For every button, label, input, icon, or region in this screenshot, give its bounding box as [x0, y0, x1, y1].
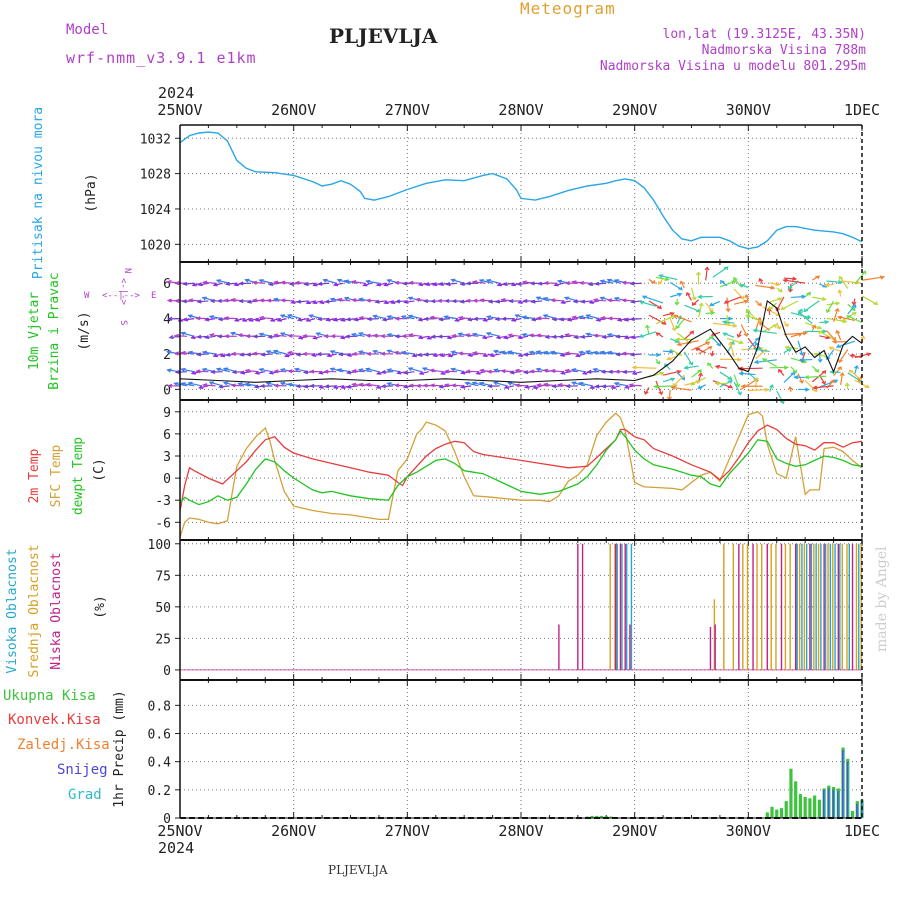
compass-e: E [151, 291, 156, 301]
axis-title: Niska Oblacnost [49, 552, 64, 669]
x-tick-label-top: 26NOV [271, 101, 316, 119]
axis-title: Pritisak na nivou mora [31, 107, 46, 279]
total-precip-bar [780, 808, 783, 818]
footer-station: PLJEVLJA [328, 863, 388, 877]
total-precip-bar [770, 807, 773, 818]
year-top: 2024 [158, 84, 194, 102]
axis-title: 1hr Precip (mm) [112, 690, 127, 807]
total-precip-bar [799, 794, 802, 818]
y-tick-label: -6 [155, 516, 171, 531]
total-precip-bar [775, 810, 778, 818]
wind-arrow [739, 368, 763, 369]
precip-legend-label: Konvek.Kisa [8, 712, 101, 728]
axis-title: (hPa) [84, 173, 99, 212]
axis-title: dewpt Temp [71, 437, 86, 515]
y-tick-label: 3 [163, 450, 171, 465]
grad-bar [824, 790, 825, 818]
y-tick-label: 1028 [140, 168, 171, 183]
total-precip-bar [785, 801, 788, 818]
y-tick-label: 0 [163, 664, 171, 679]
axis-title: SFC Temp [49, 445, 64, 508]
elevation-label: Nadmorska Visina 788m [702, 43, 867, 58]
total-precip-bar [804, 797, 807, 818]
y-tick-label: 2 [163, 348, 171, 363]
year-bottom: 2024 [158, 839, 194, 857]
grad-bar [829, 789, 830, 818]
x-tick-label-bottom: 26NOV [271, 822, 316, 840]
y-tick-label: 0.8 [148, 699, 171, 714]
y-tick-label: 6 [163, 428, 171, 443]
model-elevation-label: Nadmorska Visina u modelu 801.295m [600, 59, 866, 74]
total-precip-bar [808, 798, 811, 818]
model-label: Model [66, 22, 108, 38]
x-tick-label-top: 25NOV [157, 101, 202, 119]
grad-bar [843, 752, 844, 818]
y-tick-label: 100 [148, 538, 171, 553]
y-tick-label: 4 [163, 313, 171, 328]
total-precip-bar [789, 769, 792, 818]
compass-w: W [84, 291, 90, 301]
grad-bar [848, 763, 849, 818]
y-tick-label: 1032 [140, 132, 171, 147]
x-tick-label-top: 29NOV [612, 101, 657, 119]
product-title: Meteogram [520, 0, 616, 18]
y-tick-label: 6 [163, 277, 171, 292]
precip-legend-label: Zaledj.Kisa [17, 737, 110, 753]
y-tick-label: 1024 [140, 203, 171, 218]
y-tick-label: 75 [155, 569, 171, 584]
grad-bar [839, 792, 840, 818]
x-tick-label-bottom: 25NOV [157, 822, 202, 840]
y-tick-label: -3 [155, 494, 171, 509]
y-tick-label: 25 [155, 632, 171, 647]
precip-legend-label: Grad [68, 787, 102, 803]
axis-title: 2m Temp [27, 448, 42, 503]
total-precip-bar [813, 795, 816, 818]
compass-ns: <-|-> [118, 278, 128, 306]
total-precip-bar [818, 800, 821, 818]
x-tick-label-top: 28NOV [498, 101, 543, 119]
x-tick-label-top: 27NOV [385, 101, 430, 119]
x-tick-label-bottom: 27NOV [385, 822, 430, 840]
y-tick-label: 0.2 [148, 784, 171, 799]
station-title: PLJEVLJA [329, 24, 438, 48]
total-precip-bar [794, 781, 797, 818]
grad-bar [858, 804, 859, 818]
y-tick-label: 9 [163, 406, 171, 421]
y-tick-label: 50 [155, 601, 171, 616]
credit-label: made by Angel [874, 546, 890, 652]
compass-n: N [122, 268, 132, 273]
y-tick-label: 0.4 [148, 756, 172, 771]
precip-legend-label: Snijeg [57, 762, 108, 778]
x-tick-label-bottom: 28NOV [498, 822, 543, 840]
axis-title: Visoka Oblacnost [5, 548, 20, 673]
wind-arrow [748, 390, 768, 391]
wind-arrow [633, 367, 656, 368]
axis-title: (m/s) [77, 311, 92, 350]
x-tick-label-top: 30NOV [726, 101, 771, 119]
axis-title: Brzina i Pravac [47, 272, 62, 389]
y-tick-label: 0 [163, 472, 171, 487]
axis-title: 10m Vjetar [27, 292, 42, 370]
precip-legend-label: Ukupna Kisa [3, 688, 96, 704]
axis-title: (C) [92, 458, 107, 481]
y-tick-label: 0.6 [148, 728, 171, 743]
x-tick-label-top: 1DEC [844, 101, 880, 119]
grad-bar [834, 790, 835, 818]
axis-title: (%) [93, 595, 108, 618]
y-tick-label: 1020 [140, 238, 171, 253]
compass-s: S [118, 320, 128, 325]
total-precip-bar [851, 811, 854, 818]
model-name: wrf-nmm_v3.9.1 e1km [66, 49, 257, 67]
x-tick-label-bottom: 1DEC [844, 822, 880, 840]
x-tick-label-bottom: 29NOV [612, 822, 657, 840]
coords-label: lon,lat (19.3125E, 43.35N) [663, 27, 867, 42]
axis-title: Srednja Oblacnost [27, 544, 42, 677]
x-tick-label-bottom: 30NOV [726, 822, 771, 840]
